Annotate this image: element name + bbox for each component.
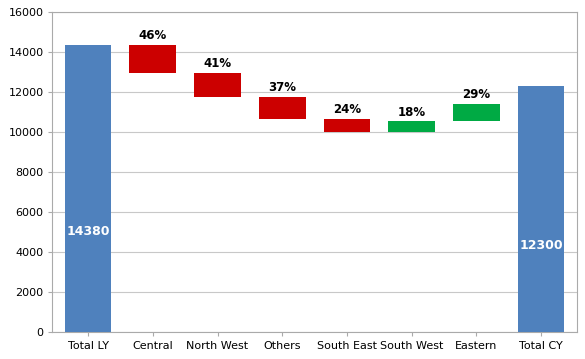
Text: 14380: 14380 [66,225,110,238]
Text: 18%: 18% [398,106,426,118]
Bar [259,97,305,118]
Bar [65,45,111,332]
Bar [453,104,500,121]
Text: 46%: 46% [139,29,167,42]
Text: 12300: 12300 [519,239,563,252]
Text: 24%: 24% [333,103,361,116]
Text: 37%: 37% [268,80,296,94]
Bar [388,121,435,132]
Bar [194,73,241,97]
Bar [324,118,370,132]
Text: 29%: 29% [462,88,490,101]
Bar [518,86,565,332]
Text: 41%: 41% [204,57,232,70]
Bar [129,45,176,73]
